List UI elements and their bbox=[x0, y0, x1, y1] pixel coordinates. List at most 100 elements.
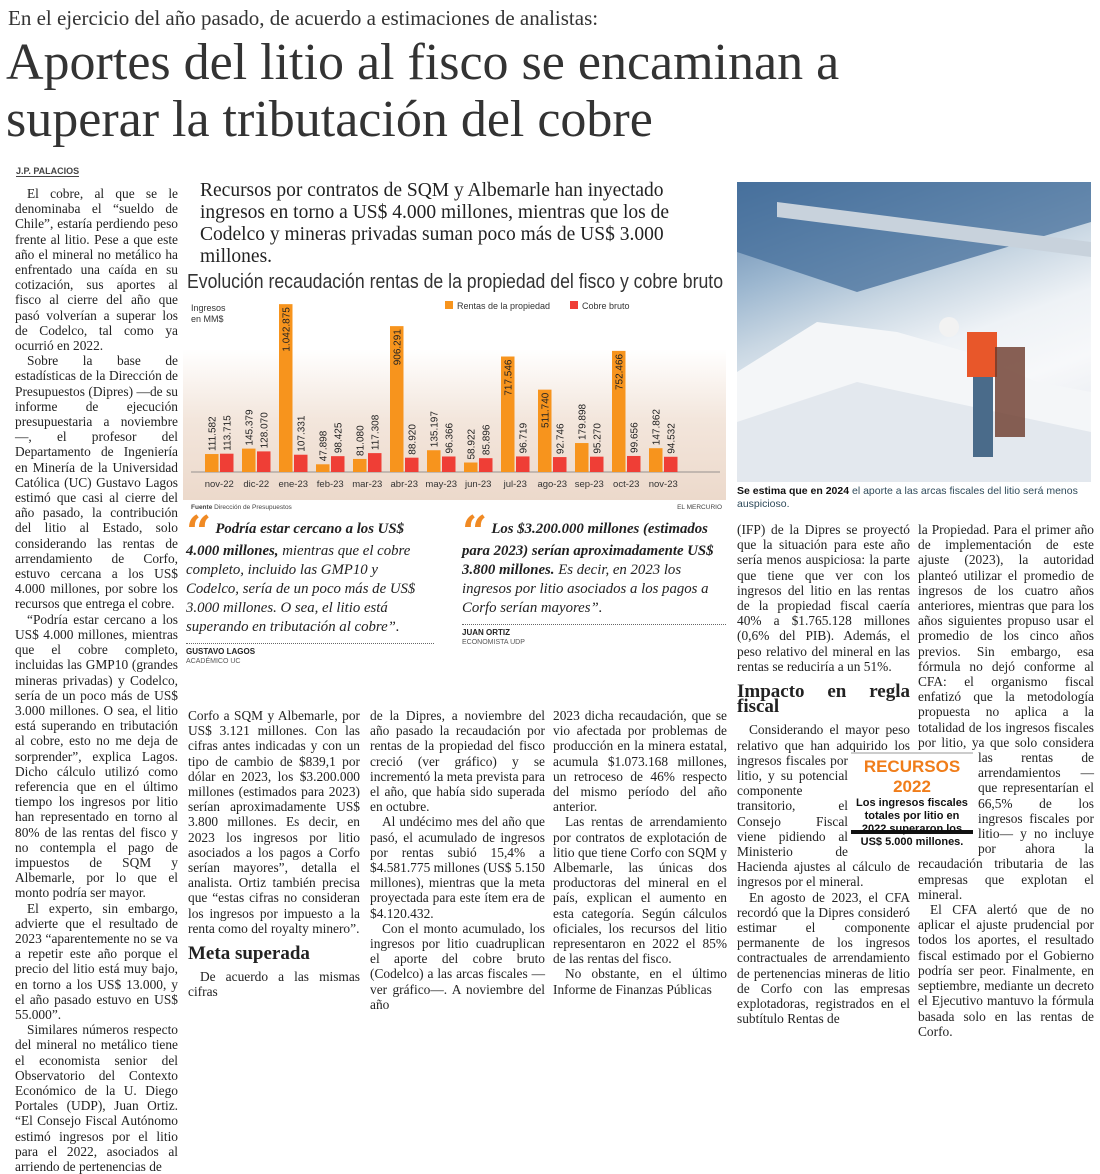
quote-author: JUAN ORTIZ bbox=[462, 628, 510, 637]
paragraph: Sobre la base de estadísticas de la Dire… bbox=[15, 353, 178, 612]
x-tick-label: oct-23 bbox=[613, 479, 639, 490]
data-label: 94.532 bbox=[666, 423, 677, 454]
bar-rentas bbox=[353, 458, 367, 472]
pull-quote-ortiz: “Los $3.200.000 millones (estimados para… bbox=[462, 511, 726, 647]
bar-rentas bbox=[205, 454, 219, 472]
y-axis-label: Ingresos bbox=[191, 303, 226, 313]
bar-cobre bbox=[516, 456, 530, 472]
data-label: 81.080 bbox=[355, 425, 366, 456]
quote-author-role: ACADÉMICO UC bbox=[186, 658, 241, 665]
legend-label: Rentas de la propiedad bbox=[457, 301, 550, 311]
bar-cobre bbox=[664, 456, 678, 472]
data-label: 135.197 bbox=[429, 411, 440, 448]
x-tick-label: jun-23 bbox=[464, 479, 491, 490]
data-label: 906.291 bbox=[392, 329, 403, 366]
paragraph: El CFA alertó que de no aplicar el ajust… bbox=[918, 902, 1094, 1039]
data-label: 1.042.875 bbox=[281, 307, 292, 352]
bar-rentas bbox=[316, 464, 330, 472]
chart-credit: EL MERCURIO bbox=[677, 504, 722, 511]
box-title: RECURSOS 2022 bbox=[863, 757, 961, 796]
photo-caption: Se estima que en 2024 el aporte a las ar… bbox=[737, 485, 1097, 510]
data-label: 111.582 bbox=[207, 416, 218, 451]
bar-rentas bbox=[427, 450, 441, 472]
source-text: Dirección de Presupuestos bbox=[214, 504, 292, 511]
x-tick-label: mar-23 bbox=[352, 479, 382, 490]
paragraph: No obstante, en el último Informe de Fin… bbox=[553, 966, 727, 997]
bar-rentas bbox=[501, 356, 515, 472]
deck-summary: Recursos por contratos de SQM y Albemarl… bbox=[200, 180, 670, 267]
x-tick-label: jul-23 bbox=[503, 479, 527, 490]
photo-salt-pile-worker bbox=[737, 182, 1091, 482]
divider bbox=[186, 643, 434, 644]
paragraph: de la Dipres, a noviembre del año pasado… bbox=[370, 708, 545, 815]
legend-swatch bbox=[445, 301, 453, 309]
bar-chart: Evolución recaudación rentas de la propi… bbox=[183, 270, 726, 515]
bar-rentas bbox=[464, 462, 478, 472]
caption-text: el aporte a las arcas fiscales del litio… bbox=[737, 485, 1078, 510]
subheading: Meta superada bbox=[188, 943, 310, 965]
paragraph: 2023 dicha recaudación, que se vio afect… bbox=[553, 708, 727, 815]
data-label: 752.466 bbox=[614, 353, 625, 390]
paragraph: Similares números respecto del mineral n… bbox=[15, 1022, 178, 1174]
bar-cobre bbox=[627, 455, 641, 472]
bar-rentas bbox=[538, 389, 552, 472]
data-label: 99.656 bbox=[629, 422, 640, 453]
y-axis-label: en MM$ bbox=[191, 314, 224, 324]
paragraph: Al undécimo mes del año que pasó, el acu… bbox=[370, 814, 545, 921]
byline: J.P. PALACIOS bbox=[16, 166, 80, 177]
paragraph: Considerando el mayor peso relativo que … bbox=[737, 722, 910, 890]
data-label: 145.379 bbox=[244, 409, 255, 446]
quote-body: “Los $3.200.000 millones (estimados para… bbox=[462, 511, 726, 618]
data-label: 58.922 bbox=[466, 428, 477, 459]
data-label: 717.546 bbox=[503, 359, 514, 396]
data-label: 96.719 bbox=[518, 422, 529, 453]
data-label: 179.898 bbox=[577, 403, 588, 440]
bar-cobre bbox=[442, 456, 456, 472]
bar-cobre bbox=[553, 457, 567, 472]
bar-rentas bbox=[575, 443, 589, 472]
bar-rentas bbox=[649, 448, 663, 472]
bar-rentas bbox=[612, 350, 626, 472]
bar-rentas bbox=[390, 326, 404, 472]
subheading: Impacto en regla fiscal bbox=[737, 681, 910, 718]
x-tick-label: abr-23 bbox=[391, 479, 418, 490]
bar-cobre bbox=[220, 453, 234, 472]
x-tick-label: feb-23 bbox=[317, 479, 344, 490]
chart-title: Evolución recaudación rentas de la propi… bbox=[187, 271, 724, 293]
data-label: 511.740 bbox=[540, 392, 551, 428]
data-label: 85.896 bbox=[481, 424, 492, 455]
data-label: 147.862 bbox=[651, 409, 662, 446]
bar-cobre bbox=[331, 456, 345, 472]
data-label: 128.070 bbox=[259, 412, 270, 449]
bar-rentas bbox=[242, 448, 256, 472]
photo-illustration bbox=[737, 182, 1091, 482]
source-label: Fuente bbox=[191, 504, 213, 511]
quote-text: mientras que el cobre completo, incluido… bbox=[186, 543, 416, 635]
article-column-2: Corfo a SQM y Albemarle, por US$ 3.121 m… bbox=[188, 708, 360, 1000]
legend-swatch bbox=[570, 301, 578, 309]
bar-cobre bbox=[590, 456, 604, 472]
x-tick-label: may-23 bbox=[425, 479, 457, 490]
pull-quote-lagos: “Podría estar cercano a los US$ 4.000 mi… bbox=[186, 511, 434, 666]
legend-label: Cobre bruto bbox=[582, 301, 630, 311]
x-tick-label: dic-22 bbox=[243, 479, 269, 490]
article-column-4: 2023 dicha recaudación, que se vio afect… bbox=[553, 708, 727, 997]
bar-cobre bbox=[405, 457, 419, 472]
sidebar-box-recursos-2022: RECURSOS 2022 Los ingresos fiscales tota… bbox=[851, 752, 973, 848]
data-label: 95.270 bbox=[592, 423, 603, 454]
paragraph: El cobre, al que se le denominaba el “su… bbox=[15, 186, 178, 354]
data-label: 113.715 bbox=[222, 415, 233, 451]
paragraph: De acuerdo a las mismas cifras bbox=[188, 969, 360, 1000]
paragraph: Las rentas de arrendamiento por contrato… bbox=[553, 814, 727, 967]
headline: Aportes del litio al fisco se encaminan … bbox=[6, 34, 840, 148]
data-label: 47.898 bbox=[318, 430, 329, 461]
quote-bold: Podría estar cercano a los US$ 4.000 mil… bbox=[186, 521, 404, 559]
paragraph: (IFP) de la Dipres se proyectó que la si… bbox=[737, 522, 910, 674]
bar-rentas bbox=[279, 304, 293, 472]
x-tick-label: sep-23 bbox=[575, 479, 604, 490]
paragraph: la Propiedad. Para el primer año de impl… bbox=[918, 522, 1094, 902]
paragraph: Con el monto acumulado, los ingresos por… bbox=[370, 920, 545, 1012]
article-column-3: de la Dipres, a noviembre del año pasado… bbox=[370, 708, 545, 1012]
paragraph: Corfo a SQM y Albemarle, por US$ 3.121 m… bbox=[188, 708, 360, 936]
